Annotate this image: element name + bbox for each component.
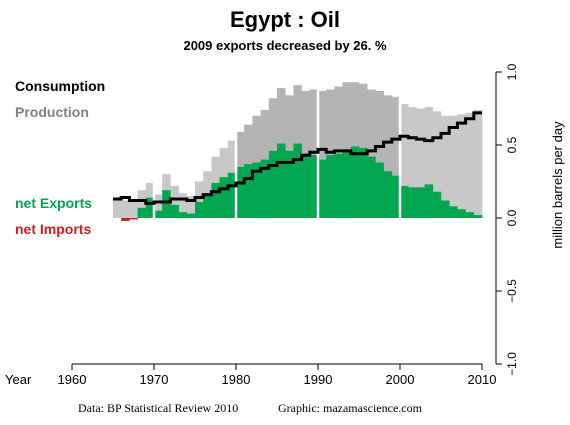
production-bar xyxy=(400,104,409,218)
net-export-bar xyxy=(277,143,286,218)
net-export-bar xyxy=(391,175,401,218)
net-export-bar xyxy=(383,171,393,218)
net-export-bar xyxy=(400,185,409,218)
legend-production: Production xyxy=(15,104,89,120)
y-tick-label: −0.5 xyxy=(505,279,519,303)
production-bar xyxy=(375,90,384,218)
x-axis-year-label: Year xyxy=(5,372,32,387)
net-export-bar xyxy=(408,187,417,218)
production-bar xyxy=(195,181,204,218)
y-tick-label: 0.5 xyxy=(505,136,519,153)
x-tick-label: 1980 xyxy=(222,372,251,387)
net-export-bar xyxy=(195,201,204,218)
decade-separators xyxy=(152,70,402,218)
chart-subtitle: 2009 exports decreased by 26. % xyxy=(183,38,387,53)
net-export-bar xyxy=(318,159,327,218)
footer-graphic: Graphic: mazamascience.com xyxy=(278,401,423,415)
net-export-bar xyxy=(285,150,294,218)
x-tick-label: 2000 xyxy=(386,372,415,387)
production-bar xyxy=(457,114,466,218)
production-bar xyxy=(383,95,393,218)
net-export-bar xyxy=(170,204,179,218)
net-export-bar xyxy=(367,156,376,218)
net-export-bar xyxy=(457,209,466,218)
net-export-bar xyxy=(416,187,425,218)
net-export-bar xyxy=(162,190,171,218)
net-export-bar xyxy=(309,155,319,218)
net-export-bar xyxy=(359,147,368,218)
production-bar xyxy=(391,96,401,218)
legend-net-exports: net Exports xyxy=(15,195,92,211)
net-export-bar xyxy=(268,150,278,218)
net-export-bar xyxy=(244,163,253,218)
net-export-bar xyxy=(137,207,147,218)
net-export-bar xyxy=(203,194,212,218)
net-export-bar xyxy=(227,172,237,218)
production-bar xyxy=(178,193,188,218)
net-export-bar xyxy=(178,212,188,218)
net-export-bar xyxy=(334,153,343,218)
production-bar xyxy=(432,111,442,218)
x-tick-label: 1960 xyxy=(58,372,87,387)
chart-title: Egypt : Oil xyxy=(230,7,340,32)
x-tick-label: 2010 xyxy=(468,372,497,387)
net-export-bar xyxy=(186,213,196,218)
net-export-bar xyxy=(441,200,450,218)
production-bar xyxy=(318,90,327,218)
production-bar xyxy=(154,194,163,218)
net-import-bar xyxy=(121,218,130,221)
production-bar xyxy=(473,109,483,218)
production-bar xyxy=(424,107,434,218)
y-tick-label: −1.0 xyxy=(505,352,519,376)
y-axis: 1.0 0.5 0.0 −0.5 −1.0 xyxy=(495,63,519,376)
net-export-bar xyxy=(473,215,483,218)
net-export-bar xyxy=(326,155,335,218)
production-bar xyxy=(129,201,138,218)
net-export-bar xyxy=(236,166,245,218)
net-export-bar xyxy=(211,182,220,218)
net-export-bar xyxy=(301,153,311,218)
x-tick-label: 1970 xyxy=(140,372,169,387)
net-export-bar xyxy=(449,206,458,218)
net-export-bars xyxy=(121,143,483,221)
net-export-bar xyxy=(154,210,163,218)
x-axis: 1960 1970 1980 1990 2000 2010 xyxy=(58,363,497,387)
footer-source: Data: BP Statistical Review 2010 xyxy=(78,401,238,415)
production-bar xyxy=(113,199,122,218)
net-export-bar xyxy=(350,146,360,218)
legend-net-imports: net Imports xyxy=(15,221,91,237)
production-bar xyxy=(441,115,450,218)
net-export-bar xyxy=(424,184,434,218)
production-bar xyxy=(121,200,130,218)
net-export-bar xyxy=(252,162,261,218)
y-tick-label: 1.0 xyxy=(505,63,519,80)
y-axis-title: million barrels per day xyxy=(550,121,565,249)
production-bar xyxy=(408,107,417,218)
production-bar xyxy=(137,190,147,218)
net-export-bar xyxy=(375,162,384,218)
x-tick-label: 1990 xyxy=(304,372,333,387)
production-bar xyxy=(416,108,425,218)
production-bar xyxy=(367,89,376,219)
production-bar xyxy=(170,185,179,218)
production-bar xyxy=(186,196,196,218)
net-export-bar xyxy=(432,191,442,218)
production-bar xyxy=(465,112,475,218)
consumption-line xyxy=(113,111,482,205)
net-export-bar xyxy=(342,149,352,218)
legend-consumption: Consumption xyxy=(15,78,105,94)
net-export-bar xyxy=(293,143,302,218)
net-export-bar xyxy=(219,177,229,218)
net-export-bar xyxy=(465,212,475,218)
net-export-bar xyxy=(145,197,155,218)
net-import-bar xyxy=(129,218,138,220)
y-tick-label: 0.0 xyxy=(505,209,519,226)
net-export-bar xyxy=(260,159,270,218)
production-bar xyxy=(449,115,458,218)
